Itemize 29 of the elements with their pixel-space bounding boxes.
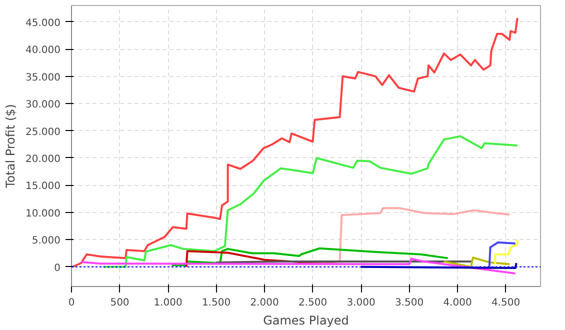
line-series <box>80 258 516 274</box>
x-tick-label: 2.500 <box>298 298 328 308</box>
x-tick-label: 1.500 <box>202 298 231 308</box>
x-tick-label: 3.000 <box>346 298 376 308</box>
x-tick-label: 4.500 <box>491 298 520 308</box>
x-tick-label: 4.000 <box>443 298 472 308</box>
x-tick-label: 2.000 <box>250 298 279 308</box>
y-tick-label: 5.000 <box>32 236 61 247</box>
line-series <box>494 238 518 266</box>
line-series <box>72 17 518 268</box>
x-tick-label: 500 <box>110 298 130 308</box>
y-tick-label: 10.000 <box>26 208 61 220</box>
y-axis-title: Total Profit ($) <box>4 104 18 189</box>
y-tick-label: 40.000 <box>26 45 61 56</box>
y-tick-label: 45.000 <box>26 18 61 29</box>
line-series <box>170 247 449 266</box>
y-tick-label: 35.000 <box>26 72 61 84</box>
line-series <box>102 135 518 268</box>
y-tick-label: 20.000 <box>26 154 61 165</box>
y-tick-label: 15.000 <box>26 181 61 192</box>
x-tick-label: 1.000 <box>154 298 182 308</box>
y-tick-label: 25.000 <box>26 126 61 138</box>
x-tick-label: 3.500 <box>394 298 424 308</box>
line-series <box>443 256 511 268</box>
x-tick-label: 0 <box>68 298 75 308</box>
y-tick-label: 0 <box>54 262 61 274</box>
x-axis-title: Games Played <box>263 314 349 328</box>
line-series <box>488 241 516 268</box>
y-tick-label: 30.000 <box>26 100 61 111</box>
